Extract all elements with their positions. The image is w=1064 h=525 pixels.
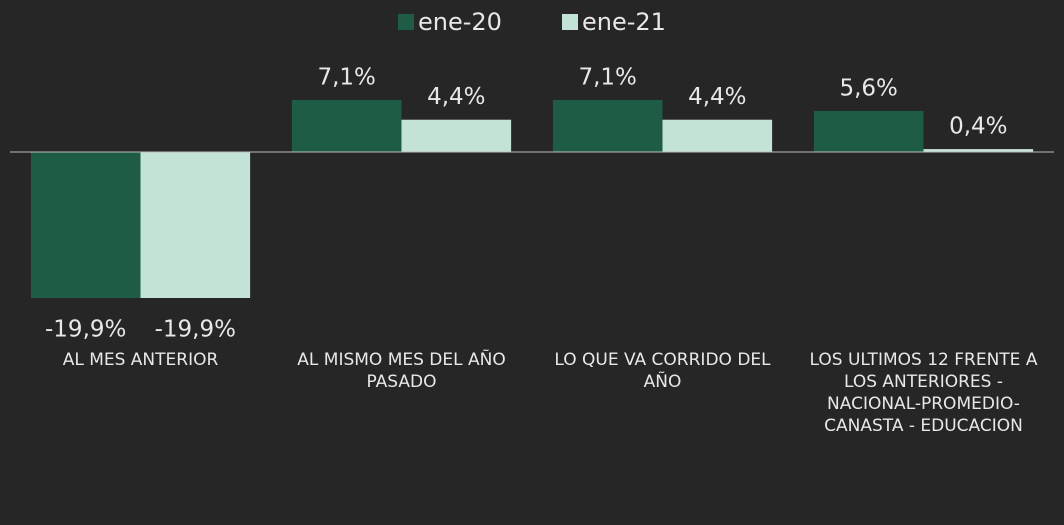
bar: [30, 152, 141, 298]
legend-label: ene-21: [582, 8, 666, 36]
value-label: 4,4%: [427, 84, 485, 110]
legend-swatch: [398, 14, 414, 30]
value-label: -19,9%: [45, 317, 126, 343]
value-label: 7,1%: [578, 64, 636, 90]
value-label: 7,1%: [317, 64, 375, 90]
bar: [813, 110, 924, 152]
bar: [401, 119, 512, 152]
bar: [140, 152, 251, 298]
bar: [662, 119, 773, 152]
value-label: -19,9%: [155, 317, 236, 343]
category-label: LOS ULTIMOS 12 FRENTE A LOS ANTERIORES -…: [809, 350, 1038, 436]
bar: [291, 99, 402, 152]
category-label: AL MES ANTERIOR: [62, 350, 219, 370]
category-label: LO QUE VA CORRIDO DEL AÑO: [554, 350, 771, 392]
bar: [923, 149, 1034, 152]
legend-swatch: [562, 14, 578, 30]
value-label: 0,4%: [949, 114, 1007, 140]
category-label: AL MISMO MES DEL AÑO PASADO: [297, 350, 506, 392]
value-label: 5,6%: [839, 75, 897, 101]
bar: [552, 99, 663, 152]
legend-label: ene-20: [418, 8, 502, 36]
value-label: 4,4%: [688, 84, 746, 110]
